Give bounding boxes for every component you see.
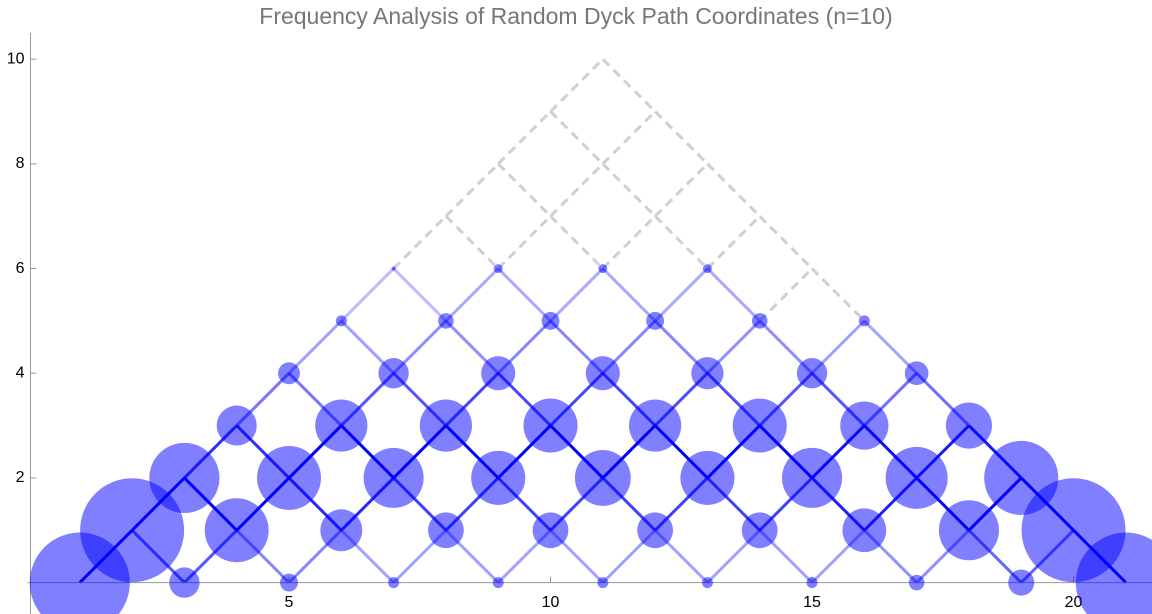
- lattice-edge: [863, 319, 918, 375]
- bubble: [691, 357, 724, 390]
- bubble: [149, 442, 220, 514]
- lattice-edge: [654, 110, 709, 165]
- bubble: [471, 450, 526, 505]
- y-tick-label: 6: [16, 260, 25, 277]
- bubble: [1008, 569, 1035, 596]
- bubble: [523, 398, 578, 453]
- lattice-edge: [654, 267, 709, 322]
- bubble: [629, 399, 682, 452]
- bubble: [702, 264, 712, 274]
- bubble: [388, 577, 400, 589]
- lattice-edge: [601, 267, 657, 322]
- bubble: [701, 577, 713, 589]
- bubble: [335, 315, 347, 327]
- lattice-edge: [444, 267, 500, 322]
- bubble: [585, 356, 620, 391]
- lattice-edge: [758, 215, 814, 270]
- y-tick-label: 4: [16, 364, 25, 381]
- bubble: [637, 512, 674, 549]
- lattice-edge: [706, 215, 761, 270]
- bubble: [378, 358, 409, 389]
- bubble: [363, 447, 424, 508]
- bubble: [904, 361, 929, 386]
- lattice-edge: [392, 215, 447, 270]
- bubble: [751, 313, 768, 329]
- bubble: [541, 311, 560, 330]
- bubble: [438, 313, 454, 329]
- y-tick-label: 8: [16, 155, 25, 172]
- lattice-edge: [340, 267, 395, 322]
- lattice-edge: [497, 215, 552, 270]
- lattice-edge: [392, 267, 447, 322]
- lattice-edge: [654, 162, 709, 218]
- lattice-edge: [549, 267, 604, 322]
- bubble: [169, 567, 200, 598]
- bubble: [492, 577, 504, 589]
- lattice-edge: [497, 162, 552, 218]
- bubble: [481, 356, 516, 391]
- bubble: [842, 508, 887, 553]
- bubble: [493, 264, 503, 274]
- bubble: [257, 445, 321, 510]
- bubble: [320, 509, 363, 552]
- lattice-edge: [601, 110, 657, 165]
- lattice-edge: [601, 215, 657, 270]
- lattice-edge: [654, 215, 709, 270]
- bubble: [80, 478, 185, 583]
- lattice-edge: [810, 267, 866, 322]
- x-tick-label: 5: [285, 594, 294, 611]
- y-tick-label: 2: [16, 469, 25, 486]
- lattice-edge: [601, 162, 657, 218]
- bubble: [216, 405, 257, 446]
- x-tick-label: 20: [1065, 594, 1083, 611]
- chart-title: Frequency Analysis of Random Dyck Path C…: [259, 3, 892, 29]
- bubble: [646, 311, 665, 330]
- bubble: [597, 577, 609, 589]
- bubble: [945, 402, 992, 449]
- bubble: [732, 398, 787, 453]
- lattice-edge: [444, 215, 500, 270]
- bubble: [278, 362, 300, 385]
- lattice-edge: [549, 215, 604, 270]
- bubble: [796, 358, 828, 389]
- x-tick-label: 15: [803, 594, 821, 611]
- bubble: [428, 512, 464, 549]
- bubble: [840, 401, 889, 450]
- bubble: [782, 447, 843, 508]
- lattice-edge: [758, 267, 814, 322]
- lattice-edge: [706, 267, 761, 322]
- lattice-edge: [444, 162, 500, 218]
- bubble: [885, 446, 948, 509]
- lattice-edge: [287, 319, 343, 375]
- x-tick-label: 10: [542, 594, 560, 611]
- bubble: [1075, 532, 1152, 614]
- y-tick-label: 10: [7, 50, 25, 67]
- lattice-edge: [549, 58, 604, 113]
- bubble: [574, 449, 631, 506]
- lattice-edge: [549, 162, 604, 218]
- bubble: [908, 574, 925, 591]
- bubble: [598, 264, 608, 274]
- bubble: [806, 577, 818, 589]
- lattice-edge: [601, 58, 657, 113]
- bubble: [204, 498, 269, 563]
- lattice-edge: [497, 110, 552, 165]
- lattice-edge: [706, 162, 761, 218]
- bubble: [938, 500, 999, 561]
- bubble: [315, 399, 368, 452]
- bubble: [280, 573, 298, 592]
- lattice-edge: [549, 110, 604, 165]
- bubble: [858, 315, 870, 327]
- bubble: [419, 399, 473, 452]
- bubble: [391, 266, 396, 271]
- bubble: [532, 512, 569, 549]
- lattice-edge: [497, 267, 552, 322]
- bubble: [741, 512, 778, 549]
- bubble: [680, 450, 735, 505]
